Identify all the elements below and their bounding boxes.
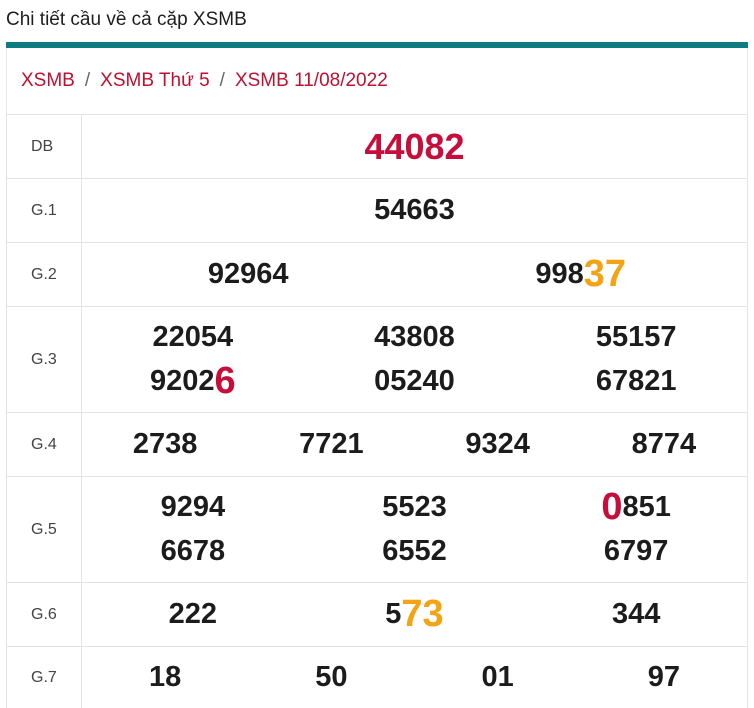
results-table: DB 44082 G.1 54663 G.2 92964 998 37 G.3: [6, 114, 748, 708]
prize-number: 9324: [465, 428, 530, 460]
prize-number: 5 73: [304, 593, 526, 636]
prize-label: G.6: [6, 582, 82, 647]
title-underline: [6, 42, 748, 48]
highlighted-pair: 73: [401, 593, 444, 635]
prize-number: 6552: [382, 535, 447, 567]
breadcrumb-item-xsmb-date[interactable]: XSMB 11/08/2022: [234, 70, 388, 91]
prize-row-g6: G.6 222 5 73 344: [6, 582, 748, 647]
breadcrumb-separator: /: [219, 70, 225, 91]
prize-row-g3: G.3 22054 43808 55157 9202 6 05240 67821: [6, 306, 748, 413]
prize-number: 97: [647, 661, 680, 693]
breadcrumb: XSMB / XSMB Thứ 5 / XSMB 11/08/2022: [6, 48, 748, 114]
special-prize-number: 44082: [364, 125, 465, 167]
highlighted-digit: 6: [214, 360, 236, 402]
prize-label: G.2: [6, 242, 82, 307]
prize-number: 9202 6: [82, 360, 304, 404]
prize-number: 92964: [207, 258, 289, 290]
prize-number: 222: [168, 598, 218, 630]
prize-number: 50: [315, 661, 348, 693]
highlighted-pair: 37: [583, 253, 627, 295]
prize-number: 344: [611, 598, 661, 630]
prize-number: 6678: [160, 535, 226, 567]
number-base: 5: [385, 598, 402, 630]
prize-label: G.1: [6, 178, 82, 243]
prize-number: 8774: [631, 428, 697, 460]
page-title: Chi tiết cầu về cả cặp XSMB: [6, 9, 247, 30]
prize-row-g1: G.1 54663: [6, 178, 748, 243]
number-rest: 851: [622, 491, 671, 523]
prize-number: 9294: [160, 491, 226, 523]
prize-row-db: DB 44082: [6, 114, 748, 179]
prize-row-g5: G.5 9294 5523 0 851 6678 6552 6797: [6, 476, 748, 583]
prize-number: 7721: [299, 428, 364, 460]
prize-label: G.4: [6, 412, 82, 477]
prize-number: 22054: [152, 321, 234, 353]
prize-number: 998 37: [415, 253, 748, 296]
prize-label: G.5: [6, 476, 82, 583]
prize-row-g2: G.2 92964 998 37: [6, 242, 748, 307]
prize-number: 05240: [374, 365, 455, 397]
prize-row-g7: G.7 18 50 01 97: [6, 646, 748, 708]
breadcrumb-item-xsmb[interactable]: XSMB: [21, 70, 75, 91]
prize-number: 18: [148, 661, 182, 693]
prize-label: G.7: [6, 646, 82, 708]
prize-number: 01: [481, 661, 514, 693]
prize-number: 43808: [374, 321, 455, 353]
prize-number: 0 851: [525, 486, 747, 530]
prize-number: 5523: [382, 491, 447, 523]
breadcrumb-item-xsmb-thu-5[interactable]: XSMB Thứ 5: [100, 70, 210, 91]
prize-number: 54663: [374, 194, 455, 226]
prize-number: 2738: [132, 428, 198, 460]
prize-number: 55157: [595, 321, 677, 353]
prize-number: 6797: [603, 535, 669, 567]
breadcrumb-separator: /: [84, 70, 91, 91]
prize-row-g4: G.4 2738 7721 9324 8774: [6, 412, 748, 477]
number-base: 9202: [150, 365, 215, 397]
prize-number: 67821: [595, 365, 677, 397]
prize-label: G.3: [6, 306, 82, 413]
highlighted-digit: 0: [601, 486, 623, 528]
prize-label: DB: [6, 114, 82, 179]
number-base: 998: [535, 258, 584, 290]
